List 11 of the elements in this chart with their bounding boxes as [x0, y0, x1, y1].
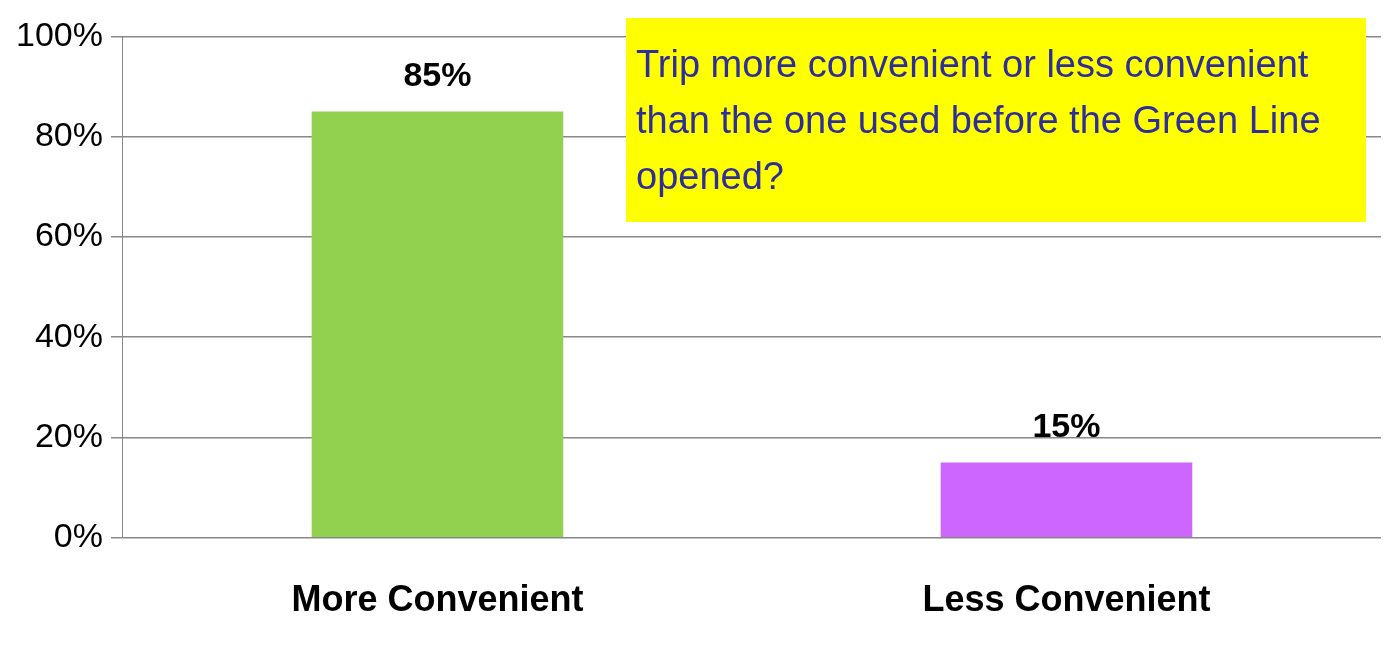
x-tick-label: More Convenient: [291, 578, 584, 620]
y-tick-label: 100%: [15, 14, 103, 53]
y-tick-label: 0%: [53, 516, 103, 555]
data-label: 85%: [403, 54, 472, 93]
x-tick-label: Less Convenient: [922, 578, 1211, 620]
y-tick-label: 20%: [34, 415, 103, 454]
data-label: 15%: [1032, 405, 1101, 444]
text: Trip more convenient or less convenient than the one used before the Green Line opened?: [626, 18, 1366, 222]
y-tick-label: 80%: [34, 115, 103, 154]
y-tick-label: 40%: [34, 315, 103, 354]
y-tick-label: 60%: [34, 215, 103, 254]
